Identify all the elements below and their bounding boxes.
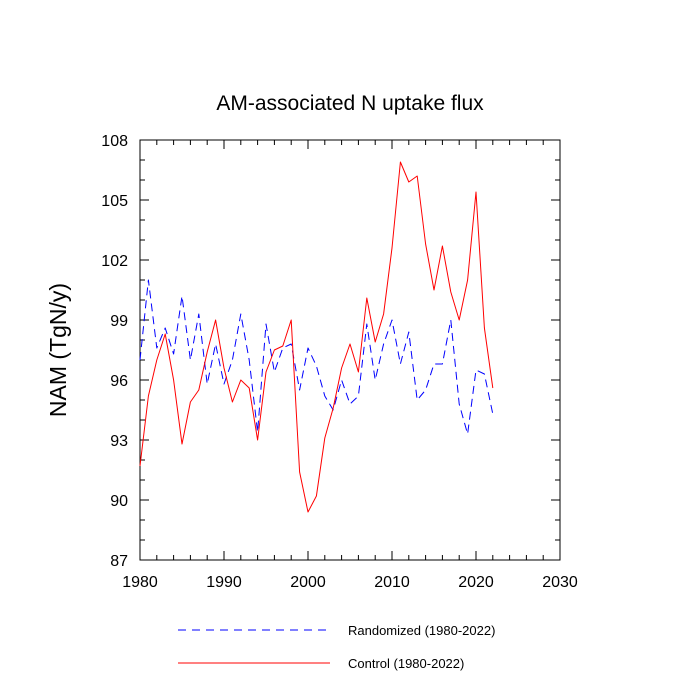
y-tick-label: 96 <box>110 373 128 390</box>
y-tick-label: 108 <box>101 133 128 150</box>
legend-label: Control (1980-2022) <box>348 656 464 671</box>
plot-frame <box>139 139 561 561</box>
y-tick-label: 105 <box>101 193 128 210</box>
y-tick-label: 87 <box>110 553 128 570</box>
y-tick-label: 90 <box>110 493 128 510</box>
x-tick-label: 2030 <box>542 574 578 591</box>
x-tick-label: 2020 <box>458 574 494 591</box>
x-tick-label: 2000 <box>290 574 326 591</box>
y-tick-label: 93 <box>110 433 128 450</box>
series-line-control <box>139 161 494 513</box>
y-tick-label: 102 <box>101 253 128 270</box>
legend: Randomized (1980-2022) Control (1980-2022… <box>178 623 495 671</box>
axis-ticks <box>139 139 561 561</box>
x-tick-label: 2010 <box>374 574 410 591</box>
y-axis-label: NAM (TgN/y) <box>45 283 71 417</box>
chart-title: AM-associated N uptake flux <box>216 92 484 115</box>
legend-label: Randomized (1980-2022) <box>348 623 495 638</box>
y-tick-label: 99 <box>110 313 128 330</box>
series-lines <box>139 161 494 513</box>
series-line-randomized <box>139 279 494 435</box>
x-tick-label: 1980 <box>122 574 158 591</box>
x-tick-label: 1990 <box>206 574 242 591</box>
axis-tick-labels: 1980 1990 2000 2010 2020 2030 87 90 93 96 99 102 105… <box>101 133 578 591</box>
